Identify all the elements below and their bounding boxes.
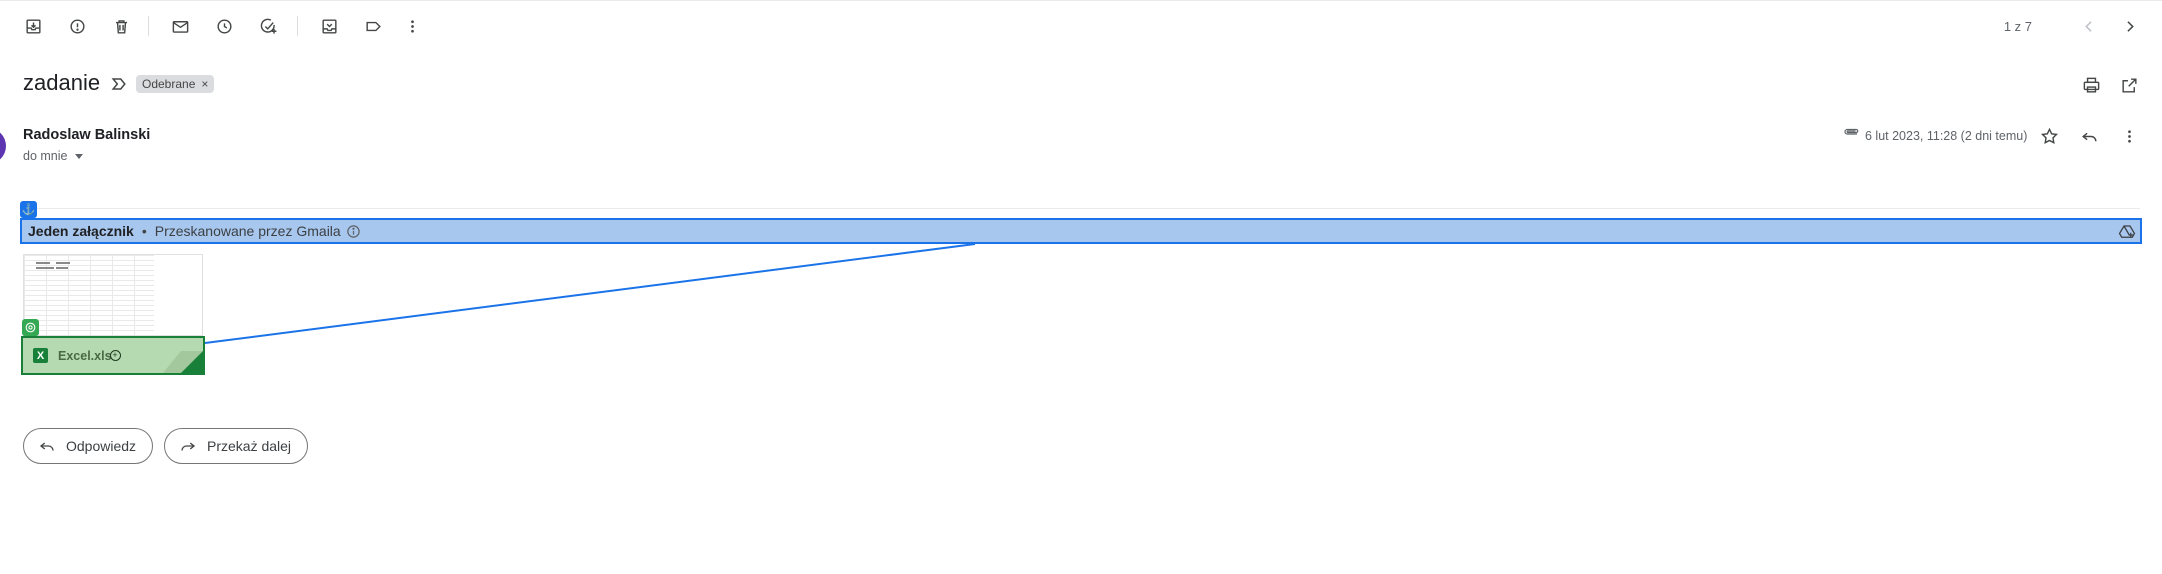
toolbar-divider bbox=[297, 16, 298, 36]
email-date: 6 lut 2023, 11:28 (2 dni temu) bbox=[1865, 129, 2028, 143]
reply-button-label: Odpowiedz bbox=[66, 438, 137, 454]
snooze-icon[interactable] bbox=[213, 15, 235, 37]
target-marker-icon bbox=[22, 319, 39, 336]
connector-line bbox=[204, 243, 976, 344]
attachments-title: Jeden załącznik bbox=[28, 223, 134, 239]
delete-icon[interactable] bbox=[110, 15, 132, 37]
label-chip: Odebrane × bbox=[136, 75, 215, 93]
anchor-marker-icon: ⚓ bbox=[20, 201, 37, 218]
message-toolbar: 1 z 7 bbox=[0, 0, 2162, 52]
preview-text-mark bbox=[36, 262, 50, 264]
separator-dot: • bbox=[141, 223, 147, 239]
attachment-clip-icon bbox=[1842, 127, 1860, 141]
info-icon[interactable] bbox=[346, 224, 361, 239]
attachment-file-name: Excel.xls bbox=[58, 348, 112, 363]
more-options-icon[interactable] bbox=[2118, 125, 2140, 147]
star-icon[interactable] bbox=[2038, 125, 2060, 147]
forward-button[interactable]: Przekaż dalej bbox=[164, 428, 309, 464]
importance-marker-icon[interactable] bbox=[109, 74, 129, 94]
print-icon[interactable] bbox=[2080, 74, 2102, 96]
chevron-down-icon[interactable] bbox=[75, 153, 84, 159]
forward-arrow-icon bbox=[181, 442, 196, 451]
preview-text-mark bbox=[36, 267, 54, 269]
forward-button-label: Przekaż dalej bbox=[207, 438, 292, 454]
add-to-drive-icon[interactable] bbox=[2118, 223, 2136, 241]
archive-icon[interactable] bbox=[22, 15, 44, 37]
preview-text-mark bbox=[56, 262, 70, 264]
move-to-icon[interactable] bbox=[318, 15, 340, 37]
open-in-new-window-icon[interactable] bbox=[2118, 74, 2140, 96]
reply-arrow-icon bbox=[39, 442, 54, 451]
scan-status-text: Przeskanowane przez Gmaila bbox=[154, 223, 341, 239]
more-icon[interactable] bbox=[401, 15, 423, 37]
next-icon[interactable] bbox=[2118, 15, 2140, 37]
reply-icon[interactable] bbox=[2078, 125, 2100, 147]
recipient-details[interactable]: do mnie bbox=[23, 149, 84, 163]
label-icon[interactable] bbox=[362, 15, 384, 37]
recipient-text: do mnie bbox=[23, 149, 68, 163]
report-spam-icon[interactable] bbox=[66, 15, 88, 37]
preview-text-mark bbox=[56, 267, 68, 269]
add-task-icon[interactable] bbox=[257, 15, 279, 37]
attachments-header: Jeden załącznik • Przeskanowane przez Gm… bbox=[20, 218, 2142, 244]
cursor-target-icon: + bbox=[109, 350, 121, 361]
attachment-file-card[interactable]: X Excel.xls + bbox=[21, 336, 205, 375]
toolbar-divider bbox=[148, 16, 149, 36]
top-border bbox=[0, 0, 2162, 1]
label-chip-text: Odebrane bbox=[142, 77, 196, 91]
email-subject: zadanie bbox=[23, 70, 101, 95]
attachments-divider bbox=[23, 208, 2140, 209]
previous-icon[interactable] bbox=[2078, 15, 2100, 37]
pager-text: 1 z 7 bbox=[2003, 19, 2032, 34]
avatar[interactable] bbox=[0, 128, 6, 164]
sender-name[interactable]: Radoslaw Balinski bbox=[23, 127, 151, 143]
excel-file-icon: X bbox=[33, 348, 48, 363]
mark-unread-icon[interactable] bbox=[169, 15, 191, 37]
page-fold-icon bbox=[163, 351, 203, 373]
reply-button[interactable]: Odpowiedz bbox=[23, 428, 154, 464]
attachment-thumbnail[interactable] bbox=[23, 254, 203, 336]
remove-label-button[interactable]: × bbox=[201, 77, 209, 91]
